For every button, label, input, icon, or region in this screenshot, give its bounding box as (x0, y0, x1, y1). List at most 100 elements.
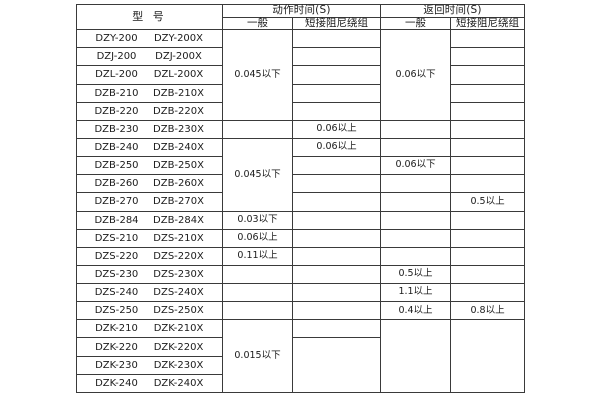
action-damped-value (291, 47, 382, 67)
table-row: DZY-200 DZY-200X 0.045以下 0.06以下 (76, 29, 526, 121)
header-return-damped: 短接阻尼绕组 (450, 16, 526, 31)
return-damped-value (450, 137, 526, 158)
model-code-a: DZS-210 (94, 232, 139, 244)
table-row: DZB-210 DZB-210X (76, 83, 526, 103)
return-damped-value (450, 319, 526, 393)
return-damped-value (450, 228, 526, 248)
action-damped-value (291, 101, 382, 121)
model-code-b: DZB-240X (153, 142, 204, 153)
return-damped-value (450, 264, 526, 285)
return-general-value (380, 119, 452, 139)
header-return-general: 一般 (380, 16, 452, 31)
return-general-value (380, 192, 452, 212)
return-damped-value (450, 47, 526, 67)
table-row: DZS-230 DZS-230X 0.5以上 (76, 264, 526, 285)
model-code-b: DZJ-200X (155, 51, 202, 63)
action-damped-value (291, 319, 382, 339)
model-code-b: DZB-220X (153, 105, 204, 117)
model-code-a: DZS-240 (94, 287, 139, 299)
header-action-time: 动作时间(S) (221, 4, 382, 18)
action-damped-value (291, 174, 382, 194)
table-row: DZK-220 DZK-220X (76, 337, 525, 393)
model-cell: DZL-200 DZL-200X (76, 65, 223, 85)
model-code-a: DZB-230 (94, 123, 139, 135)
action-damped-value (291, 156, 382, 176)
table-body: DZY-200 DZY-200X 0.045以下 0.06以下 DZJ-200 DZ… (76, 29, 526, 394)
return-general-value: 0.5以上 (380, 264, 452, 285)
return-general-value: 1.1以上 (380, 283, 452, 303)
return-general-value (380, 174, 452, 194)
table-row: DZS-240 DZS-240X 1.1以上 (76, 283, 526, 303)
model-cell: DZY-200 DZY-200X (76, 29, 223, 49)
table-row: DZK-240 DZK-240X (76, 373, 525, 394)
model-cell: DZB-284 DZB-284X (76, 210, 223, 230)
action-damped-value (291, 65, 382, 85)
action-damped-value (291, 246, 382, 266)
header-row-groups: 型 号 动作时间(S) 返回时间(S) (76, 3, 526, 31)
table-row: DZS-250 DZS-250X 0.4以上 0.8以上 (76, 301, 526, 321)
model-code-a: DZY-200 (95, 33, 138, 45)
model-code-b: DZS-240X (153, 287, 204, 299)
return-general-value (380, 210, 452, 230)
action-general-value: 0.045以下 (222, 137, 293, 212)
return-damped-value (450, 210, 526, 230)
table-row: DZL-200 DZL-200X (76, 65, 526, 85)
return-damped-value (450, 283, 526, 303)
action-general-value: 0.045以下 (222, 29, 293, 121)
action-damped-value (291, 210, 382, 230)
action-general-value (222, 283, 293, 303)
model-code-a: DZB-220 (94, 105, 139, 117)
table-row: DZS-210 DZS-210X 0.06以上 (76, 228, 526, 248)
table-row: DZB-250 DZB-250X 0.06以下 (76, 156, 526, 176)
model-code-a: DZB-260 (94, 178, 139, 190)
action-damped-value: 0.06以上 (291, 137, 382, 158)
table-row: DZK-210 DZK-210X 0.015以下 (76, 319, 526, 393)
model-code-a: DZB-270 (94, 196, 139, 208)
action-general-value (222, 119, 293, 139)
return-damped-value (450, 119, 526, 139)
model-code-b: DZB-270X (153, 196, 204, 208)
model-code-a: DZL-200 (95, 69, 138, 81)
model-code-a: DZK-210 (95, 323, 138, 335)
table-row: DZB-270 DZB-270X 0.5以上 (76, 192, 526, 212)
model-cell: DZB-210 DZB-210X (76, 83, 223, 103)
model-cell: DZS-230 DZS-230X (76, 264, 223, 285)
action-damped-value (291, 283, 382, 303)
return-general-value: 0.4以上 (380, 301, 452, 321)
model-code-a: DZB-284 (94, 214, 139, 226)
return-general-value (380, 319, 452, 393)
model-code-a: DZS-220 (94, 250, 139, 262)
model-cell: DZS-220 DZS-220X (76, 246, 223, 266)
action-damped-value (291, 337, 382, 393)
model-code-b: DZS-230X (153, 268, 204, 280)
return-damped-value: 0.5以上 (450, 192, 526, 212)
spec-table-container: 型 号 动作时间(S) 返回时间(S) 一般 短接阻尼绕组 一般 短接阻尼绕组 … (76, 3, 526, 394)
action-damped-value (291, 29, 382, 49)
model-code-a: DZS-230 (94, 268, 139, 280)
model-code-a: DZB-250 (94, 160, 139, 172)
table-row: DZB-220 DZB-220X (76, 101, 526, 121)
model-code-b: DZS-250X (153, 305, 204, 317)
model-code-b: DZB-230X (153, 123, 204, 135)
model-code-a: DZS-250 (94, 305, 139, 317)
model-cell: DZK-240 DZK-240X (76, 373, 223, 394)
table-header: 型 号 动作时间(S) 返回时间(S) 一般 短接阻尼绕组 一般 短接阻尼绕组 (76, 3, 526, 31)
return-general-value (380, 137, 452, 158)
action-general-value: 0.015以下 (222, 319, 293, 393)
action-damped-value: 0.06以上 (291, 119, 382, 139)
return-damped-value (450, 246, 526, 266)
return-general-value (380, 246, 452, 266)
model-code-b: DZY-200X (153, 33, 204, 45)
model-cell: DZK-210 DZK-210X (76, 319, 223, 339)
action-damped-value (291, 228, 382, 248)
action-general-value: 0.06以上 (222, 228, 293, 248)
action-damped-value (291, 83, 382, 103)
model-cell: DZB-230 DZB-230X (76, 119, 223, 139)
model-cell: DZS-240 DZS-240X (76, 283, 223, 303)
model-code-a: DZK-230 (95, 359, 138, 371)
return-damped-value (450, 156, 526, 176)
model-code-b: DZS-210X (153, 232, 204, 244)
return-damped-value (450, 174, 526, 194)
model-cell: DZB-260 DZB-260X (76, 174, 223, 194)
model-code-a: DZB-210 (94, 87, 139, 99)
